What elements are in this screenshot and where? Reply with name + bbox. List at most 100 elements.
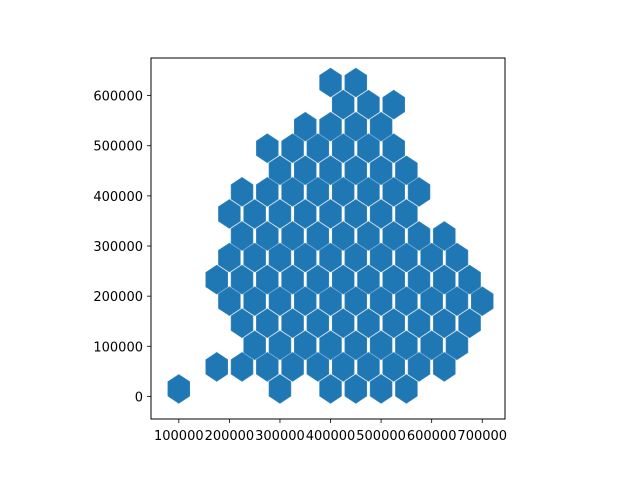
- hexagon-bin-20: [395, 155, 418, 186]
- x-tick-label: 600000: [407, 429, 457, 444]
- hexagon-bin-70: [293, 286, 317, 317]
- hexagon-bin-30: [243, 199, 266, 229]
- hexagon-bin-48: [268, 242, 292, 273]
- hexagon-bin-51: [344, 242, 368, 273]
- hexagon-bin-53: [395, 242, 418, 273]
- hexagon-bin-73: [369, 286, 393, 317]
- hexagon-layer: [167, 67, 494, 404]
- hexagon-bin-25: [331, 177, 355, 207]
- hexagon-bin-89: [268, 330, 292, 361]
- hexagon-bin-46: [218, 242, 241, 273]
- hexagon-bin-37: [230, 221, 254, 251]
- hexagon-bin-5: [293, 111, 317, 142]
- hexagon-bin-4: [382, 89, 405, 120]
- x-tick-label: 700000: [457, 429, 507, 444]
- hexagon-bin-80: [281, 308, 304, 339]
- hexagon-bin-107: [167, 374, 191, 404]
- hexagon-bin-102: [331, 352, 355, 382]
- hexagon-bin-93: [369, 330, 393, 361]
- hexagon-bin-23: [281, 177, 304, 207]
- hexagon-bin-52: [369, 242, 393, 273]
- y-tick-label: 100000: [93, 340, 143, 355]
- hexagon-bin-43: [382, 221, 405, 251]
- x-tick-label: 300000: [255, 429, 305, 444]
- hexagon-bin-45: [433, 221, 456, 251]
- hexagon-bin-16: [293, 155, 317, 186]
- hexagon-bin-78: [230, 308, 254, 339]
- hexagon-bin-60: [306, 264, 330, 295]
- plot-frame: [150, 57, 506, 420]
- hexagon-bin-44: [407, 221, 431, 251]
- hexagon-bin-77: [470, 286, 494, 317]
- hexagon-bin-111: [369, 374, 393, 404]
- hexagon-bin-105: [407, 352, 431, 382]
- hexagon-bin-97: [205, 352, 228, 382]
- hexagon-bin-99: [256, 352, 279, 382]
- hexagon-bin-92: [344, 330, 368, 361]
- hexagon-bin-96: [445, 330, 469, 361]
- hexagon-bin-18: [344, 155, 368, 186]
- hexagon-bin-49: [293, 242, 317, 273]
- hexagon-bin-67: [218, 286, 241, 317]
- hexagon-bin-55: [445, 242, 469, 273]
- hexagon-bin-79: [256, 308, 279, 339]
- hexagon-bin-11: [306, 133, 330, 164]
- hexagon-bin-106: [433, 352, 456, 382]
- hexagon-bin-82: [331, 308, 355, 339]
- hexagon-bin-103: [357, 352, 380, 382]
- hexagon-bin-112: [395, 374, 418, 404]
- x-axis: 100000 200000 300000 400000 500000 600000 7000…: [154, 419, 507, 444]
- hexagon-bin-42: [357, 221, 380, 251]
- hexagon-bin-88: [243, 330, 266, 361]
- hexagon-bin-14: [382, 133, 405, 164]
- hexagon-bin-58: [256, 264, 279, 295]
- x-tick-label: 200000: [205, 429, 255, 444]
- hexagon-bin-71: [319, 286, 342, 317]
- hexagon-bin-28: [407, 177, 431, 207]
- y-tick-label: 600000: [93, 90, 143, 105]
- hexagon-bin-90: [293, 330, 317, 361]
- hexagon-bin-85: [407, 308, 431, 339]
- hexagon-bin-94: [395, 330, 418, 361]
- hexagon-bin-59: [281, 264, 304, 295]
- hexagon-bin-87: [458, 308, 481, 339]
- hexagon-bin-95: [420, 330, 443, 361]
- hexagon-bin-81: [306, 308, 330, 339]
- hexagon-bin-26: [357, 177, 380, 207]
- hexagon-bin-64: [407, 264, 431, 295]
- hexagon-bin-54: [420, 242, 443, 273]
- hexagon-bin-12: [331, 133, 355, 164]
- hexagon-bin-86: [433, 308, 456, 339]
- hexagon-bin-110: [344, 374, 368, 404]
- y-tick-label: 500000: [93, 140, 143, 155]
- x-tick-label: 500000: [356, 429, 406, 444]
- hexagon-bin-34: [344, 199, 368, 229]
- hexagon-bin-98: [230, 352, 254, 382]
- y-tick-label: 0: [135, 390, 143, 405]
- hexagon-bin-56: [205, 264, 228, 295]
- hexagon-bin-27: [382, 177, 405, 207]
- hexagon-bin-2: [331, 89, 355, 120]
- hexagon-bin-13: [357, 133, 380, 164]
- hexagon-bin-62: [357, 264, 380, 295]
- hexagon-bin-72: [344, 286, 368, 317]
- hexagon-bin-74: [395, 286, 418, 317]
- hexagon-bin-68: [243, 286, 266, 317]
- hexagon-bin-47: [243, 242, 266, 273]
- hexagon-bin-63: [382, 264, 405, 295]
- y-axis: 0 100000 200000 300000 400000 500000 600000: [93, 90, 151, 405]
- hexagon-bin-104: [382, 352, 405, 382]
- hexagon-bin-32: [293, 199, 317, 229]
- hexagon-bin-108: [268, 374, 292, 404]
- hexagon-bin-19: [369, 155, 393, 186]
- hexagon-bin-9: [256, 133, 279, 164]
- hexagon-bin-101: [306, 352, 330, 382]
- hexagon-bin-3: [357, 89, 380, 120]
- hexagon-bin-29: [218, 199, 241, 229]
- x-tick-label: 100000: [154, 429, 204, 444]
- hexagon-bin-61: [331, 264, 355, 295]
- hexagon-bin-65: [433, 264, 456, 295]
- hexagon-bin-57: [230, 264, 254, 295]
